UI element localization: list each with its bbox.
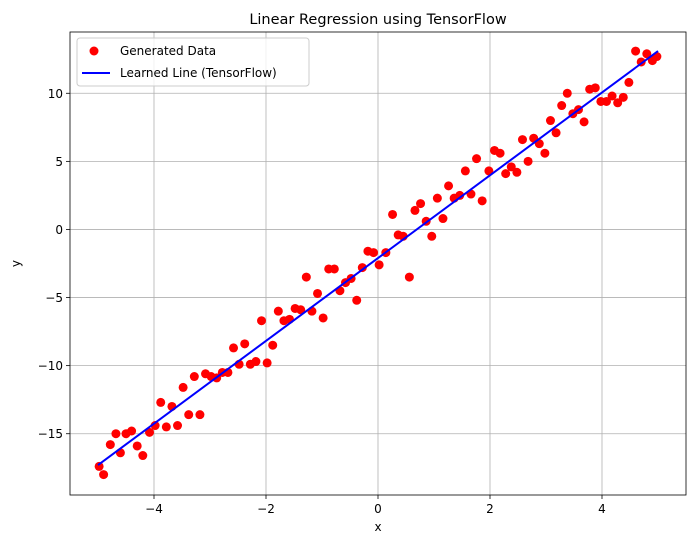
legend-marker-generated-data [89, 46, 99, 56]
data-point [268, 340, 278, 350]
data-point [195, 410, 205, 420]
legend-box [76, 37, 310, 87]
y-tick-label: −5 [45, 291, 63, 305]
data-point [173, 421, 183, 431]
data-point [631, 46, 641, 56]
data-point [178, 382, 188, 392]
data-point [329, 264, 339, 274]
data-point [127, 426, 137, 436]
data-point [352, 295, 362, 305]
y-tick-label: −15 [38, 427, 63, 441]
data-point [273, 306, 283, 316]
data-point [601, 96, 611, 106]
data-point [495, 148, 505, 158]
data-point [472, 154, 482, 164]
data-point [579, 117, 589, 127]
axis-ticks: −4 −2 0 2 4 −15 −10 −5 0 5 10 [38, 87, 606, 516]
data-point [501, 169, 511, 179]
data-point [132, 441, 142, 451]
data-point [523, 156, 533, 166]
data-point [512, 167, 522, 177]
data-point [427, 231, 437, 241]
data-point [318, 313, 328, 323]
data-point [562, 88, 572, 98]
y-tick-label: −10 [38, 359, 63, 373]
data-point [257, 316, 267, 326]
legend: Generated Data Learned Line (TensorFlow) [76, 37, 310, 87]
legend-label-learned-line: Learned Line (TensorFlow) [120, 66, 277, 80]
x-tick-label: 0 [374, 502, 382, 516]
data-point [369, 248, 379, 258]
y-tick-label: 10 [48, 87, 63, 101]
data-point [432, 193, 442, 203]
data-point [551, 128, 561, 138]
data-point [404, 272, 414, 282]
data-point [296, 305, 306, 315]
data-point [240, 339, 250, 349]
data-point [607, 91, 617, 101]
data-point [506, 162, 516, 172]
data-point [111, 429, 121, 439]
plot-area [94, 46, 662, 480]
data-point [517, 135, 527, 145]
data-point [145, 427, 155, 437]
x-tick-label: 2 [486, 502, 494, 516]
data-point [444, 181, 454, 191]
y-tick-label: 0 [55, 223, 63, 237]
data-point [540, 148, 550, 158]
data-point [156, 397, 166, 407]
data-point [161, 422, 171, 432]
data-point [388, 209, 398, 219]
data-point [477, 196, 487, 206]
data-point [484, 166, 494, 176]
data-point [374, 260, 384, 270]
data-point [94, 461, 104, 471]
x-tick-label: −2 [257, 502, 275, 516]
data-point [545, 116, 555, 126]
data-point [455, 190, 465, 200]
data-point [438, 214, 448, 224]
data-point [313, 288, 323, 298]
data-point [262, 358, 272, 368]
chart-title: Linear Regression using TensorFlow [249, 12, 507, 28]
data-point [642, 49, 652, 59]
data-point [105, 440, 115, 450]
data-point [460, 166, 470, 176]
x-tick-label: −4 [145, 502, 163, 516]
data-point [410, 205, 420, 215]
data-point [184, 410, 194, 420]
data-point [618, 92, 628, 102]
data-point [557, 101, 567, 111]
data-point [624, 77, 634, 87]
legend-label-generated-data: Generated Data [120, 44, 216, 58]
data-point [301, 272, 311, 282]
data-point [357, 263, 367, 273]
data-point [138, 451, 148, 461]
y-tick-label: 5 [55, 155, 63, 169]
data-point [99, 470, 109, 480]
data-point [416, 199, 426, 209]
data-point [590, 83, 600, 93]
data-point [613, 98, 623, 108]
y-axis-label: y [9, 260, 23, 267]
data-point [189, 372, 199, 382]
x-axis-label: x [374, 520, 381, 534]
data-point [251, 357, 261, 367]
regression-line [97, 50, 659, 466]
data-point [229, 343, 239, 353]
x-tick-label: 4 [598, 502, 606, 516]
